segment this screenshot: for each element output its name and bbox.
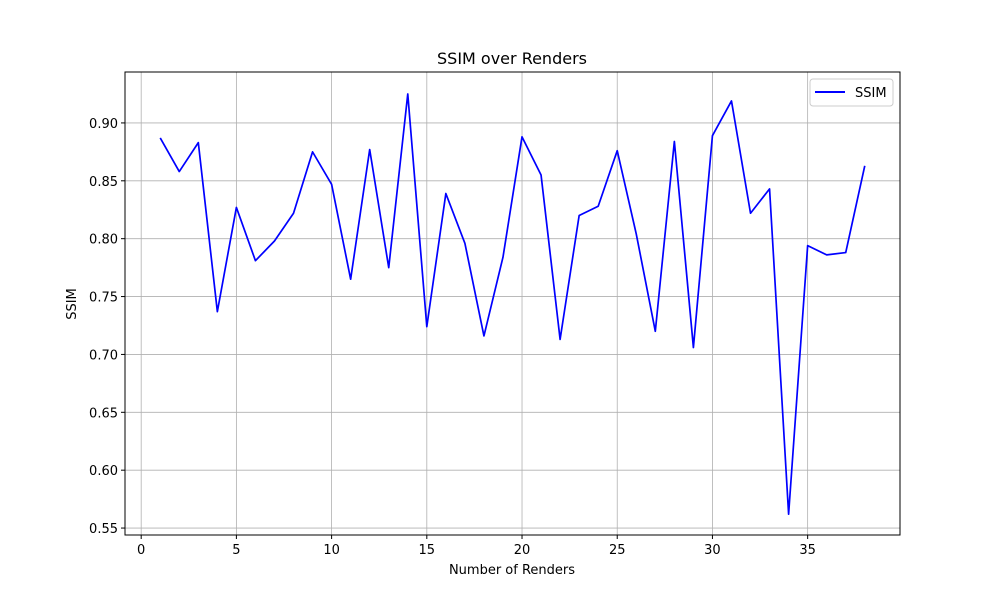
chart-title: SSIM over Renders (437, 49, 587, 68)
legend: SSIM (809, 78, 894, 107)
y-tick-label: 0.90 (89, 117, 118, 132)
series-line-ssim (159, 93, 866, 516)
plot-frame (124, 71, 901, 536)
x-axis-label: Number of Renders (449, 563, 575, 578)
x-tick-label: 5 (232, 543, 240, 558)
y-tick-label: 0.75 (89, 291, 118, 306)
x-tick-label: 15 (419, 543, 436, 558)
y-axis-label: SSIM (65, 288, 80, 320)
y-tick-label: 0.60 (89, 464, 118, 479)
legend-label-ssim: SSIM (855, 86, 887, 101)
x-tick-label: 0 (137, 543, 145, 558)
y-tick-label: 0.85 (89, 175, 118, 190)
x-axis-ticks: 0 5 10 15 20 25 30 35 (137, 535, 816, 558)
x-tick-label: 10 (323, 543, 340, 558)
x-tick-label: 20 (514, 543, 531, 558)
y-tick-label: 0.55 (89, 522, 118, 537)
y-tick-label: 0.70 (89, 348, 118, 363)
x-tick-label: 25 (609, 543, 626, 558)
legend-box (809, 78, 894, 107)
y-tick-label: 0.65 (89, 406, 118, 421)
y-axis-ticks: 0.55 0.60 0.65 0.70 0.75 0.80 0.85 0.90 (89, 117, 125, 537)
grid-lines (125, 72, 900, 535)
x-tick-label: 35 (799, 543, 816, 558)
series-layer (159, 93, 866, 516)
x-tick-label: 30 (704, 543, 721, 558)
y-tick-label: 0.80 (89, 233, 118, 248)
